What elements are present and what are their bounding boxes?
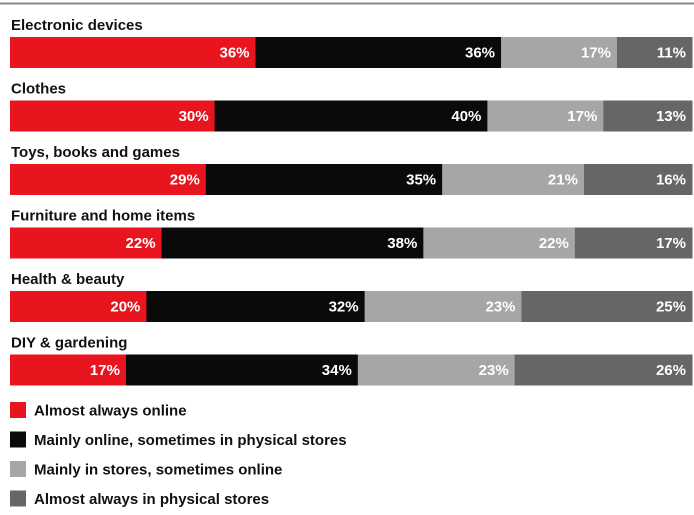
- data-label: 17%: [581, 45, 611, 62]
- data-label: 21%: [548, 172, 578, 189]
- legend-item: Almost always in physical stores: [10, 490, 269, 508]
- data-label: 35%: [406, 172, 436, 189]
- legend-label: Almost always in physical stores: [34, 491, 269, 508]
- bar-segment: [357, 354, 516, 386]
- data-label: 22%: [539, 235, 569, 252]
- bar-segment: [583, 164, 693, 195]
- legend-label: Almost always online: [34, 403, 187, 420]
- data-label: 40%: [451, 108, 481, 125]
- data-label: 23%: [479, 362, 509, 379]
- legend-label: Mainly in stores, sometimes online: [34, 462, 282, 479]
- legend-item: Mainly online, sometimes in physical sto…: [10, 431, 347, 449]
- bar-segment: [10, 227, 163, 259]
- bar-row: Electronic devices 36% 36% 17% 11%: [10, 17, 693, 68]
- category-label: Health & beauty: [11, 271, 125, 288]
- data-label: 22%: [126, 235, 156, 252]
- bar-segment: [125, 354, 359, 386]
- bar-segment: [574, 227, 693, 259]
- data-label: 11%: [657, 45, 686, 62]
- bar-segment: [10, 291, 147, 322]
- data-label: 26%: [656, 362, 686, 379]
- data-label: 36%: [465, 45, 495, 62]
- category-label: Electronic devices: [11, 17, 143, 34]
- legend-item: Almost always online: [10, 402, 187, 420]
- bar-segment: [146, 291, 366, 322]
- category-label: DIY & gardening: [11, 335, 127, 352]
- data-label: 29%: [170, 172, 200, 189]
- legend-swatch: [10, 461, 26, 477]
- data-label: 30%: [179, 108, 209, 125]
- bar-segment: [364, 291, 522, 322]
- data-label: 17%: [90, 362, 120, 379]
- data-label: 17%: [567, 108, 597, 125]
- bar-row: Clothes 30% 40% 17% 13%: [10, 81, 693, 132]
- bar-segment: [161, 227, 424, 259]
- bar-segment: [10, 37, 257, 68]
- bar-segment: [501, 37, 618, 68]
- bar-row: DIY & gardening 17% 34% 23% 26%: [10, 335, 693, 386]
- category-label: Toys, books and games: [11, 144, 180, 161]
- bar-segment: [603, 100, 693, 132]
- legend-swatch: [10, 402, 26, 418]
- data-label: 25%: [656, 299, 686, 316]
- bar-segment: [10, 354, 127, 386]
- legend: Almost always online Mainly online, somet…: [10, 402, 347, 508]
- data-label: 16%: [656, 172, 686, 189]
- bar-segment: [514, 354, 693, 386]
- data-label: 38%: [387, 235, 417, 252]
- bar-segment: [487, 100, 604, 132]
- bar-rows: Electronic devices 36% 36% 17% 11% Clothes 30%…: [10, 17, 693, 386]
- bar-segment: [423, 227, 576, 259]
- data-label: 36%: [219, 45, 249, 62]
- bar-row: Toys, books and games 29% 35% 21% 16%: [10, 144, 693, 195]
- legend-swatch: [10, 431, 26, 448]
- data-label: 23%: [485, 299, 515, 316]
- category-label: Furniture and home items: [11, 208, 195, 225]
- bar-segment: [442, 164, 585, 195]
- bar-segment: [255, 37, 502, 68]
- bar-segment: [205, 164, 443, 195]
- bar-segment: [10, 100, 216, 132]
- category-label: Clothes: [11, 81, 66, 98]
- data-label: 34%: [322, 362, 352, 379]
- data-label: 13%: [656, 108, 686, 125]
- legend-swatch: [10, 490, 26, 507]
- legend-label: Mainly online, sometimes in physical sto…: [34, 432, 347, 449]
- bar-segment: [521, 291, 693, 322]
- bar-segment: [214, 100, 488, 132]
- bar-segment: [10, 164, 207, 195]
- legend-item: Mainly in stores, sometimes online: [10, 461, 282, 479]
- bar-row: Furniture and home items 22% 38% 22% 17%: [10, 208, 693, 259]
- data-label: 17%: [656, 235, 686, 252]
- data-label: 32%: [329, 299, 359, 316]
- bar-segment: [616, 37, 693, 68]
- bar-row: Health & beauty 20% 32% 23% 25%: [10, 271, 693, 322]
- data-label: 20%: [110, 299, 140, 316]
